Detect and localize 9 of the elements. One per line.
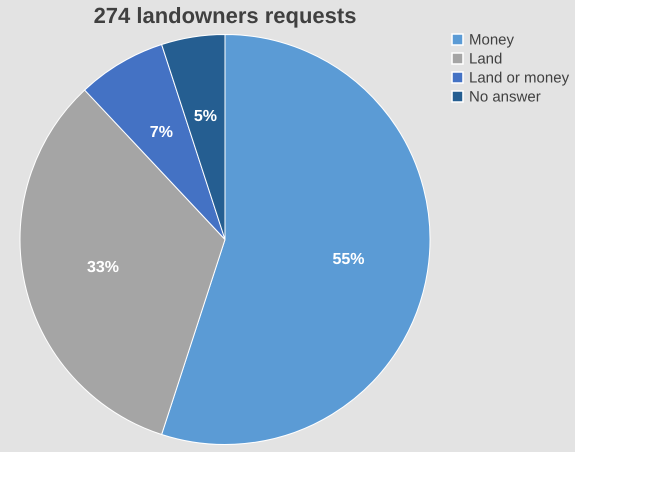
chart-title: 274 landowners requests bbox=[94, 3, 356, 28]
legend-label: Money bbox=[469, 32, 515, 48]
legend-label: No answer bbox=[469, 88, 541, 106]
data-label: 33% bbox=[86, 258, 120, 276]
data-label: 7% bbox=[150, 124, 173, 141]
data-label: 5% bbox=[194, 108, 218, 126]
legend-label: Land bbox=[469, 50, 502, 68]
data-label: 55% bbox=[332, 251, 364, 268]
legend-label: Land or money bbox=[469, 70, 570, 86]
